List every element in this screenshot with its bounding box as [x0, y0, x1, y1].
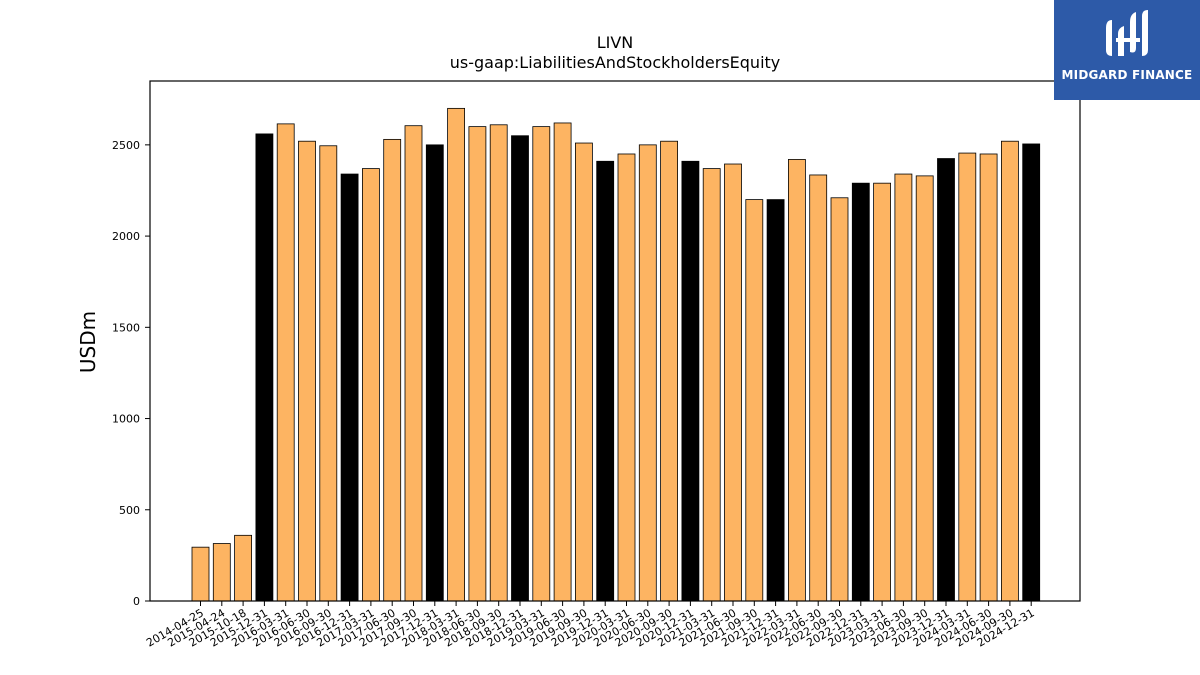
bar: [830, 197, 849, 602]
bar: [958, 152, 977, 602]
bar: [319, 145, 338, 602]
bar: [745, 199, 764, 602]
bar: [489, 124, 508, 602]
bar: [809, 174, 828, 602]
bar: [979, 153, 998, 602]
y-tick-label: 1500: [112, 321, 140, 334]
bar: [1001, 140, 1019, 602]
bar: [298, 140, 316, 602]
bar: [383, 138, 402, 602]
bar: [276, 123, 295, 602]
y-tick-label: 500: [119, 504, 140, 517]
chart-subtitle: us-gaap:LiabilitiesAndStockholdersEquity: [450, 53, 781, 72]
y-tick-label: 1000: [112, 413, 140, 426]
bar: [766, 199, 785, 602]
brand-name: MIDGARD FINANCE: [1061, 68, 1193, 82]
bar: [575, 142, 593, 602]
bar: [681, 160, 700, 602]
bar: [234, 534, 253, 602]
bar: [212, 543, 231, 602]
y-tick-label: 2500: [112, 139, 140, 152]
y-tick-label: 0: [133, 595, 140, 608]
bar: [937, 158, 955, 602]
brand-logo: MIDGARD FINANCE: [1054, 0, 1200, 100]
bar: [702, 168, 721, 602]
y-tick-label: 2000: [112, 230, 140, 243]
bar: [447, 107, 466, 602]
bar: [191, 546, 210, 602]
bar: [617, 153, 636, 602]
plot-frame: [149, 80, 1081, 602]
bar: [660, 140, 678, 602]
bar: [788, 159, 806, 602]
bar: [1022, 143, 1041, 602]
bar: [596, 160, 615, 602]
bar: [638, 144, 657, 602]
bar: [873, 182, 891, 602]
bar: [361, 168, 380, 602]
bar: [915, 175, 934, 602]
midgard-logo-icon: [1106, 10, 1148, 56]
bar: [532, 126, 551, 602]
bar: [553, 122, 572, 602]
bar: [255, 133, 274, 602]
bar: [894, 173, 913, 602]
bar: [404, 125, 423, 602]
bar: [851, 182, 870, 602]
bar: [468, 126, 487, 602]
bar: [724, 163, 742, 602]
bar: [340, 173, 359, 602]
y-axis-label: USDm: [76, 311, 100, 373]
chart-title: LIVN: [597, 33, 634, 52]
bar: [511, 135, 529, 602]
bar: [425, 144, 444, 602]
